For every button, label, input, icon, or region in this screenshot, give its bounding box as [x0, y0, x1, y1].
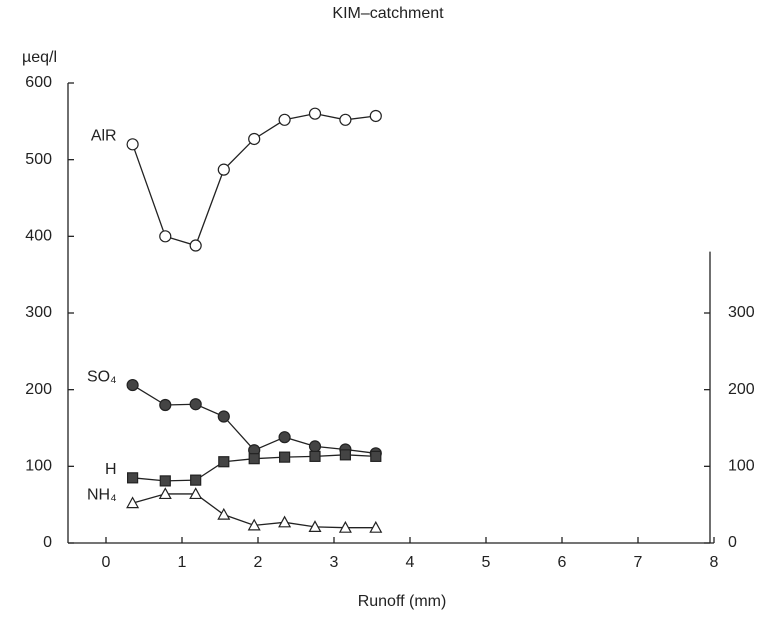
marker — [369, 109, 382, 123]
chart-title: KIM–catchment — [332, 5, 444, 22]
marker — [278, 113, 291, 126]
y-tick-label: 0 — [43, 534, 52, 551]
marker — [158, 487, 172, 500]
marker — [339, 113, 352, 126]
marker — [278, 515, 292, 528]
marker — [248, 453, 260, 465]
marker — [278, 431, 291, 444]
y-axis-label: µeq/l — [22, 49, 57, 66]
marker — [217, 163, 230, 176]
x-tick-label: 8 — [710, 554, 719, 571]
series-label: NH₄ — [87, 486, 117, 503]
marker — [189, 398, 202, 411]
x-tick-label: 7 — [634, 554, 643, 571]
marker — [339, 449, 351, 461]
x-tick-label: 0 — [102, 554, 111, 571]
marker — [217, 410, 230, 423]
y-tick-label: 300 — [25, 304, 52, 321]
marker — [126, 378, 139, 392]
series-label: AlR — [91, 128, 117, 145]
marker — [247, 518, 261, 531]
y-tick-label: 500 — [25, 151, 52, 168]
marker — [126, 472, 139, 484]
marker — [369, 520, 383, 533]
y-tick-label: 100 — [25, 458, 52, 475]
x-tick-label: 5 — [482, 554, 491, 571]
series-line — [132, 384, 376, 454]
marker — [279, 451, 291, 463]
x-tick-label: 6 — [558, 554, 567, 571]
y-tick-label: 400 — [25, 228, 52, 245]
marker — [218, 456, 230, 468]
marker — [159, 398, 172, 412]
y2-tick-label: 100 — [728, 458, 755, 475]
series-label: SO₄ — [87, 368, 117, 385]
marker — [338, 520, 352, 533]
x-tick-label: 4 — [406, 554, 415, 571]
marker — [126, 138, 139, 151]
x-tick-label: 3 — [330, 554, 339, 571]
y2-tick-label: 200 — [728, 381, 755, 398]
marker — [217, 507, 231, 520]
y-tick-label: 200 — [25, 381, 52, 398]
marker — [189, 487, 203, 500]
x-tick-label: 1 — [178, 554, 187, 571]
y2-tick-label: 0 — [728, 534, 737, 551]
series-label: H — [105, 461, 117, 478]
marker — [190, 474, 202, 486]
marker — [159, 475, 171, 487]
marker — [308, 520, 322, 533]
marker — [159, 230, 172, 243]
x-axis-label: Runoff (mm) — [358, 593, 447, 610]
marker — [370, 450, 382, 462]
y-tick-label: 600 — [25, 74, 52, 91]
marker — [308, 107, 322, 120]
x-tick-label: 2 — [254, 554, 263, 571]
y2-tick-label: 300 — [728, 304, 755, 321]
marker — [309, 450, 321, 462]
marker — [308, 440, 322, 453]
marker — [189, 239, 202, 252]
marker — [126, 496, 140, 509]
marker — [248, 132, 261, 146]
